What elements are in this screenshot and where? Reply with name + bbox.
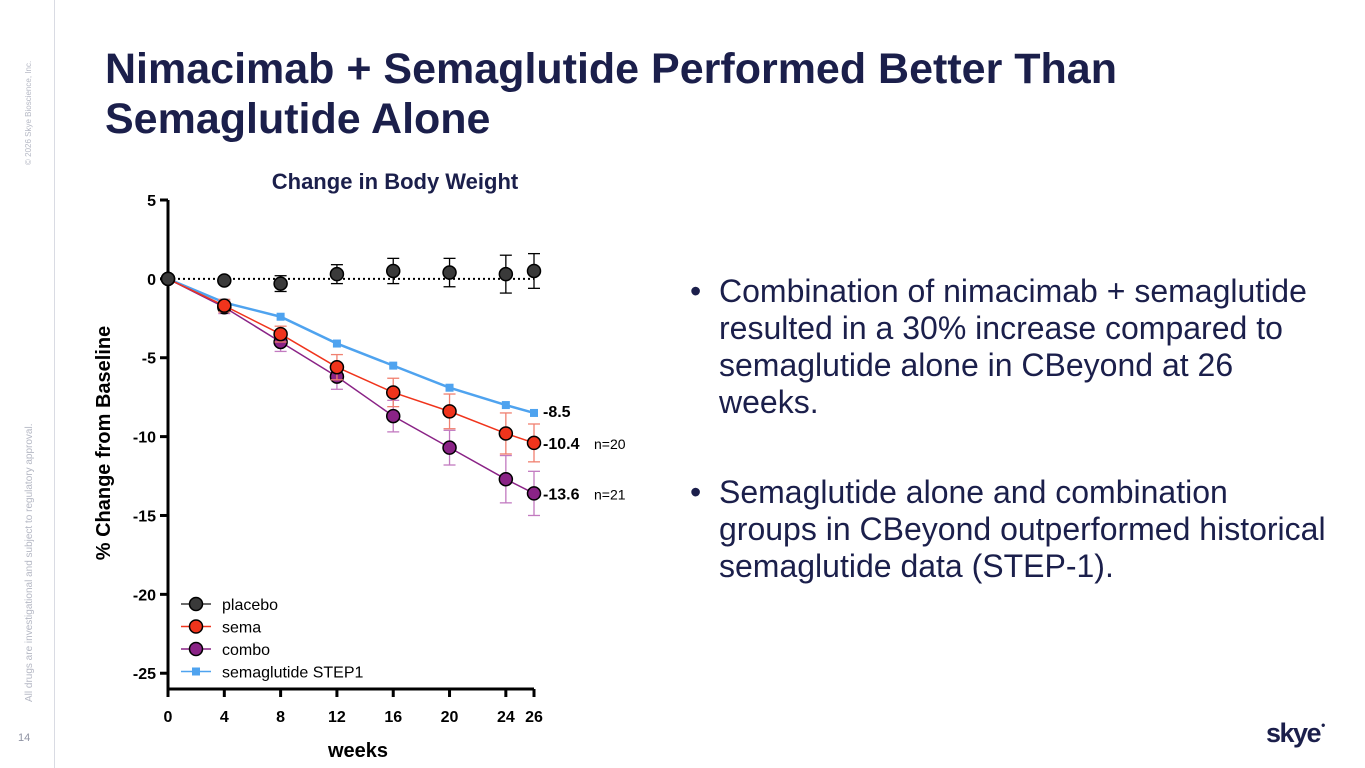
sema-point <box>385 385 401 400</box>
side-rule <box>54 0 55 768</box>
sema-point <box>217 298 232 313</box>
placebo-point <box>217 273 232 288</box>
y-tick-label: -20 <box>133 587 156 604</box>
x-tick-label: 4 <box>220 709 229 726</box>
y-tick-label: 0 <box>147 272 156 289</box>
x-tick-label: 24 <box>497 709 515 726</box>
combo-point <box>526 486 542 501</box>
sample-size-label: n=21 <box>594 486 626 502</box>
end-value-label: -10.4 <box>543 436 580 453</box>
weight-change-chart: Change in Body Weight weeks % Change fro… <box>93 169 626 762</box>
legend-label-sema: sema <box>222 620 261 637</box>
sema-point <box>526 435 542 451</box>
plot-area: 5 0 -5 -10 -15 -20 -25 0 4 8 12 16 20 24 26 -8.5 -10.4 n=… <box>133 193 626 726</box>
semaglutide-step1-point <box>445 383 454 392</box>
placebo-point <box>385 263 401 279</box>
y-axis-label: % Change from Baseline <box>93 326 115 561</box>
placebo-point <box>442 265 457 280</box>
bullet-item: • Semaglutide alone and combination grou… <box>690 474 1330 585</box>
legend-label-combo: combo <box>222 642 270 659</box>
page-number: 14 <box>18 732 31 744</box>
y-tick-label: -5 <box>142 351 156 368</box>
bullet-text: Combination of nimacimab + semaglutide r… <box>719 273 1307 420</box>
bullet-dot: • <box>690 273 702 309</box>
skye-logo: skye• <box>1266 718 1325 749</box>
combo-point <box>498 471 514 487</box>
combo-point <box>385 408 401 424</box>
legend-marker-placebo <box>188 596 204 612</box>
semaglutide-step1-point <box>276 312 285 321</box>
semaglutide-step1-series-line <box>167 277 535 415</box>
legend-label-semaglutide-step1: semaglutide STEP1 <box>222 665 364 682</box>
slide-title: Nimacimab + Semaglutide Performed Better… <box>105 45 1117 143</box>
sema-series-line <box>167 278 535 444</box>
bullet-text: Semaglutide alone and combination groups… <box>719 474 1326 584</box>
x-tick-label: 8 <box>276 709 285 726</box>
bullet-item: • Combination of nimacimab + semaglutide… <box>690 273 1330 421</box>
placebo-point <box>160 271 176 287</box>
sema-point <box>442 404 457 419</box>
legend-marker-sema <box>188 619 204 634</box>
bullet-list: • Combination of nimacimab + semaglutide… <box>690 273 1330 638</box>
placebo-point <box>329 266 345 282</box>
x-tick-label: 26 <box>525 709 543 726</box>
x-tick-label: 0 <box>164 709 173 726</box>
logo-text: skye <box>1266 718 1322 748</box>
end-value-label: -13.6 <box>543 486 580 503</box>
legend-label-placebo: placebo <box>222 597 278 614</box>
semaglutide-step1-point <box>389 361 398 370</box>
legend-marker-semaglutide-step1 <box>192 667 200 676</box>
placebo-point <box>498 266 514 282</box>
semaglutide-step1-point <box>332 339 341 348</box>
x-tick-label: 20 <box>441 709 459 726</box>
y-tick-label: -15 <box>133 508 156 525</box>
placebo-point <box>273 276 288 291</box>
combo-point <box>442 440 457 455</box>
logo-mark: • <box>1321 718 1325 732</box>
y-tick-label: -25 <box>133 666 156 683</box>
x-axis-label: weeks <box>327 740 388 762</box>
x-tick-label: 12 <box>328 709 346 726</box>
sema-point <box>329 359 345 375</box>
y-tick-label: 5 <box>147 193 156 210</box>
chart-title: Change in Body Weight <box>272 169 519 194</box>
sema-point <box>273 326 288 342</box>
sema-point <box>498 426 514 441</box>
semaglutide-step1-point <box>530 408 538 417</box>
sample-size-label: n=20 <box>594 436 626 452</box>
semaglutide-step1-point <box>501 401 510 410</box>
x-tick-label: 16 <box>384 709 402 726</box>
combo-series-line <box>167 278 535 495</box>
placebo-point <box>526 263 542 279</box>
bullet-dot: • <box>690 474 702 510</box>
legend-marker-combo <box>188 641 204 657</box>
y-tick-label: -10 <box>133 430 156 447</box>
end-value-label: -8.5 <box>543 404 571 421</box>
